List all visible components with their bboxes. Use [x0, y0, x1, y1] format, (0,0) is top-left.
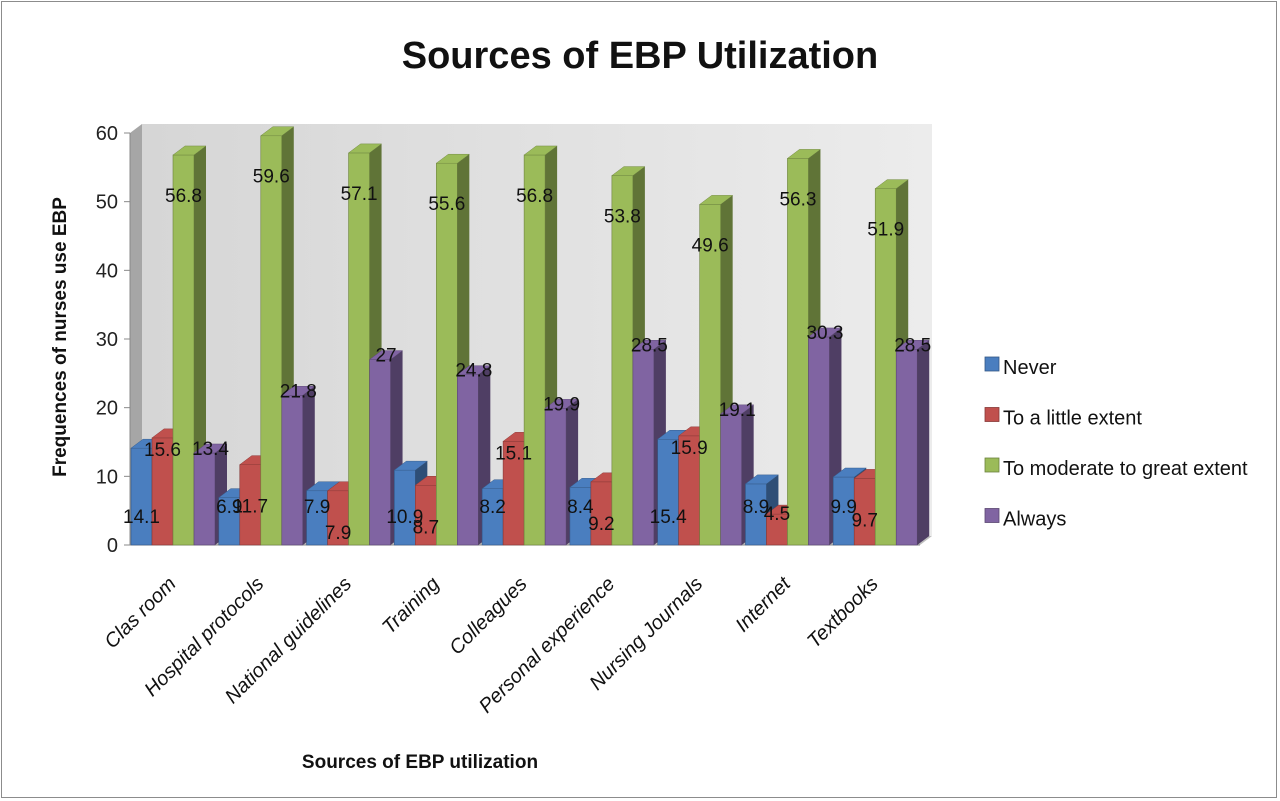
data-label: 56.8: [165, 186, 202, 207]
data-label: 59.6: [253, 167, 290, 188]
data-label: 49.6: [692, 235, 729, 256]
category-label: Clas room: [101, 573, 181, 653]
x-axis-label: Sources of EBP utilization: [302, 752, 538, 773]
legend-label: Never: [1003, 357, 1057, 379]
chart-title: Sources of EBP Utilization: [402, 35, 878, 77]
bar-front: [895, 348, 918, 546]
data-label: 14.1: [123, 507, 160, 528]
data-label: 28.5: [894, 335, 931, 356]
legend: Never To a little extent To moderate to gr…: [984, 356, 1248, 531]
y-tick-label: 10: [96, 466, 118, 488]
data-label: 24.8: [455, 361, 492, 382]
data-label: 8.9: [743, 497, 769, 518]
legend-item: To moderate to great extent: [984, 457, 1248, 480]
data-label: 19.1: [719, 400, 756, 421]
bar-front: [260, 135, 283, 546]
y-tick-label: 40: [96, 260, 118, 282]
bar-front: [787, 158, 809, 546]
bar-front: [523, 154, 546, 546]
bar-front: [130, 447, 153, 546]
data-label: 15.9: [671, 438, 708, 459]
bar-front: [348, 152, 370, 546]
data-label: 8.2: [479, 497, 505, 518]
bar-front: [808, 336, 830, 546]
data-label: 57.1: [341, 184, 378, 205]
y-tick-label: 0: [107, 535, 118, 557]
category-label: Colleagues: [445, 573, 531, 659]
data-label: 6.9: [216, 497, 242, 518]
bar-front: [281, 395, 304, 546]
y-tick-label: 30: [96, 329, 118, 351]
legend-swatch: [984, 457, 1000, 473]
data-label: 53.8: [604, 207, 641, 228]
data-label: 13.4: [192, 439, 229, 460]
y-axis-label: Frequences of nurses use EBP: [50, 197, 71, 477]
category-label: Training: [378, 573, 444, 639]
data-label: 4.5: [764, 504, 790, 525]
data-label: 51.9: [867, 220, 904, 241]
legend-label: To a little extent: [1003, 408, 1142, 430]
data-label: 7.9: [304, 497, 330, 518]
data-label: 19.9: [543, 394, 580, 415]
data-label: 9.9: [831, 497, 857, 518]
data-label: 15.4: [650, 507, 687, 528]
data-label: 56.8: [516, 186, 553, 207]
bar-front: [720, 413, 742, 546]
bar: [172, 145, 207, 546]
data-label: 21.8: [280, 381, 317, 402]
bar-front: [436, 162, 458, 546]
bar-front: [172, 154, 195, 546]
legend-swatch: [984, 508, 1000, 523]
legend-label: Always: [1003, 509, 1066, 531]
bar-front: [544, 408, 567, 546]
data-label: 9.7: [852, 510, 878, 531]
y-tick-label: 20: [96, 398, 118, 420]
bar-side: [917, 340, 930, 545]
data-label: 10.9: [386, 507, 423, 528]
bar: [895, 340, 930, 546]
data-label: 8.7: [413, 517, 439, 538]
data-label: 27: [375, 346, 396, 367]
y-tick-label: 60: [96, 123, 118, 145]
side-wall: [130, 124, 142, 545]
label-layer: 14.1 15.6 56.8 13.4 6.911.7 59.6 21.8 7.9 7.9 57.…: [123, 167, 931, 544]
data-label: 8.4: [567, 497, 594, 518]
bar-layer: [130, 126, 930, 546]
legend-item: Always: [984, 508, 1066, 531]
data-label: 55.6: [428, 194, 465, 215]
data-label: 30.3: [806, 323, 843, 344]
legend-item: To a little extent: [984, 407, 1142, 430]
data-label: 28.5: [631, 335, 668, 356]
legend-item: Never: [984, 356, 1057, 379]
data-label: 11.7: [232, 497, 268, 518]
data-label: 56.3: [779, 189, 816, 210]
bar-side: [194, 145, 206, 545]
category-label: Internet: [731, 572, 796, 637]
bar-front: [193, 452, 216, 546]
data-label: 9.2: [588, 514, 614, 535]
data-label: 7.9: [325, 523, 351, 544]
bar-front: [457, 374, 479, 546]
y-tick-label: 50: [96, 192, 118, 214]
legend-swatch: [984, 356, 1000, 372]
bar-front: [874, 188, 897, 546]
bar-front: [611, 175, 634, 546]
data-label: 15.1: [495, 443, 532, 464]
data-label: 15.6: [144, 440, 181, 461]
legend-swatch: [984, 407, 1000, 422]
category-label: Textbooks: [803, 573, 883, 653]
legend-label: To moderate to great extent: [1003, 458, 1248, 480]
